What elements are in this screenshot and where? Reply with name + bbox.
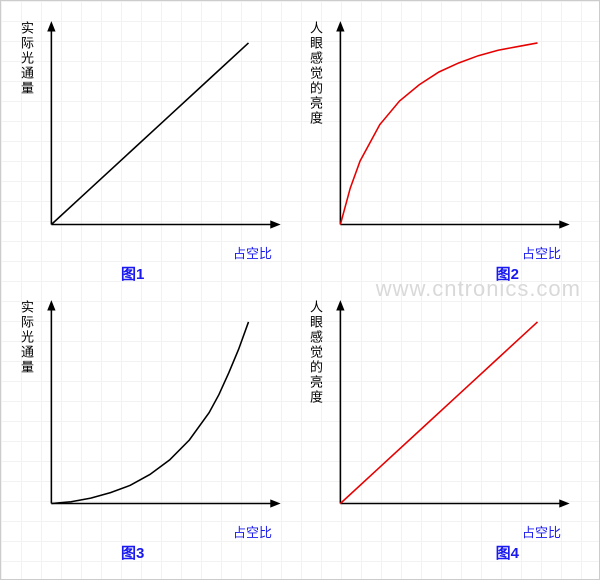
- chart3-xlabel: 占空比: [233, 522, 272, 541]
- chart3-ylabel: 实际光通量: [17, 300, 36, 375]
- chart4-xlabel: 占空比: [522, 522, 561, 541]
- chart4-title: 图4: [496, 542, 519, 563]
- chart1-ylabel: 实际光通量: [17, 21, 36, 96]
- panel-1: 实际光通量 占空比 图1: [11, 11, 300, 290]
- chart1-svg: [41, 17, 290, 235]
- chart3-title: 图3: [121, 542, 144, 563]
- chart1-title: 图1: [121, 263, 144, 284]
- panel-4: 人眼感觉的亮度 占空比 图4: [300, 290, 589, 569]
- panel-3: 实际光通量 占空比 图3: [11, 290, 300, 569]
- chart2-xlabel: 占空比: [522, 243, 561, 262]
- chart2-ylabel: 人眼感觉的亮度: [306, 21, 325, 126]
- chart4-ylabel: 人眼感觉的亮度: [306, 300, 325, 405]
- chart3-svg: [41, 296, 290, 514]
- chart-grid: 实际光通量 占空比 图1 人眼感觉的亮度 占空比 图2 实际光通量 占空比 图3…: [0, 0, 600, 580]
- chart4-svg: [330, 296, 579, 514]
- chart2-title: 图2: [496, 263, 519, 284]
- panel-2: 人眼感觉的亮度 占空比 图2: [300, 11, 589, 290]
- chart2-svg: [330, 17, 579, 235]
- chart1-xlabel: 占空比: [233, 243, 272, 262]
